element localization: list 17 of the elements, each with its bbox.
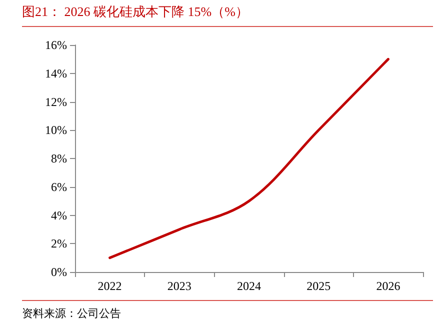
x-tick-label: 2024 <box>237 279 261 293</box>
y-tick-label: 14% <box>45 66 67 80</box>
chart-title: 图21： 2026 碳化硅成本下降 15%（%） <box>22 3 248 21</box>
x-tick-label: 2022 <box>98 279 122 293</box>
y-tick-label: 6% <box>51 180 67 194</box>
text: 资料来源：公司公告 <box>22 306 121 321</box>
x-tick-label: 2026 <box>376 279 400 293</box>
y-tick-label: 8% <box>51 152 67 166</box>
y-tick-label: 2% <box>51 236 67 251</box>
y-tick-label: 0% <box>51 265 67 279</box>
y-tick-label: 12% <box>45 94 67 109</box>
line-series <box>108 58 390 260</box>
y-tick-label: 4% <box>51 208 67 222</box>
x-tick-label: 2025 <box>306 279 331 293</box>
y-tick-label: 16% <box>45 38 67 52</box>
x-tick-label: 2023 <box>167 279 192 293</box>
y-tick-label: 10% <box>45 123 67 138</box>
